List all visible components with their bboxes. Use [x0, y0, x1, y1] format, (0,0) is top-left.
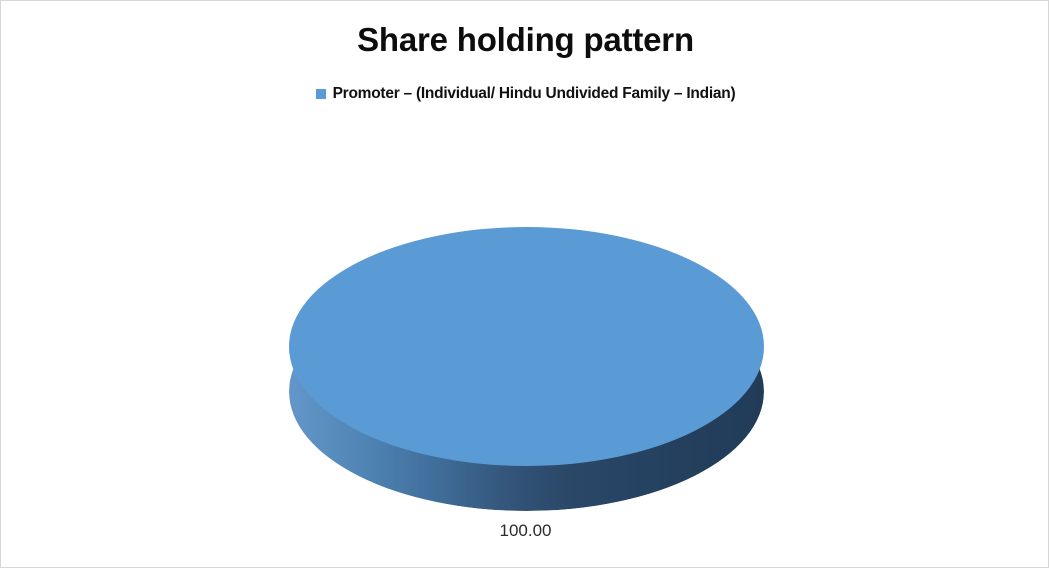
pie-data-label: 100.00 — [499, 521, 552, 540]
chart-legend: Promoter – (Individual/ Hindu Undivided … — [1, 85, 1048, 103]
legend-item-label: Promoter – (Individual/ Hindu Undivided … — [332, 85, 736, 102]
pie-chart-graphic[interactable] — [289, 227, 764, 511]
legend-square-icon — [315, 89, 326, 99]
pie-slice-top-face — [289, 227, 764, 466]
chart-title: Share holding pattern — [357, 21, 694, 58]
legend-item-promoter[interactable]: Promoter – (Individual/ Hindu Undivided … — [315, 85, 736, 103]
